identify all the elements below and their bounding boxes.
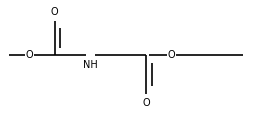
Text: O: O	[51, 7, 58, 17]
Text: O: O	[25, 50, 33, 60]
Text: NH: NH	[83, 60, 98, 70]
Text: O: O	[168, 50, 175, 60]
Text: O: O	[142, 98, 150, 108]
